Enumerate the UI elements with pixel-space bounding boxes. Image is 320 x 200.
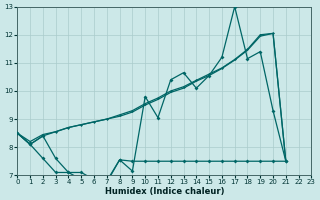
X-axis label: Humidex (Indice chaleur): Humidex (Indice chaleur)	[105, 187, 224, 196]
